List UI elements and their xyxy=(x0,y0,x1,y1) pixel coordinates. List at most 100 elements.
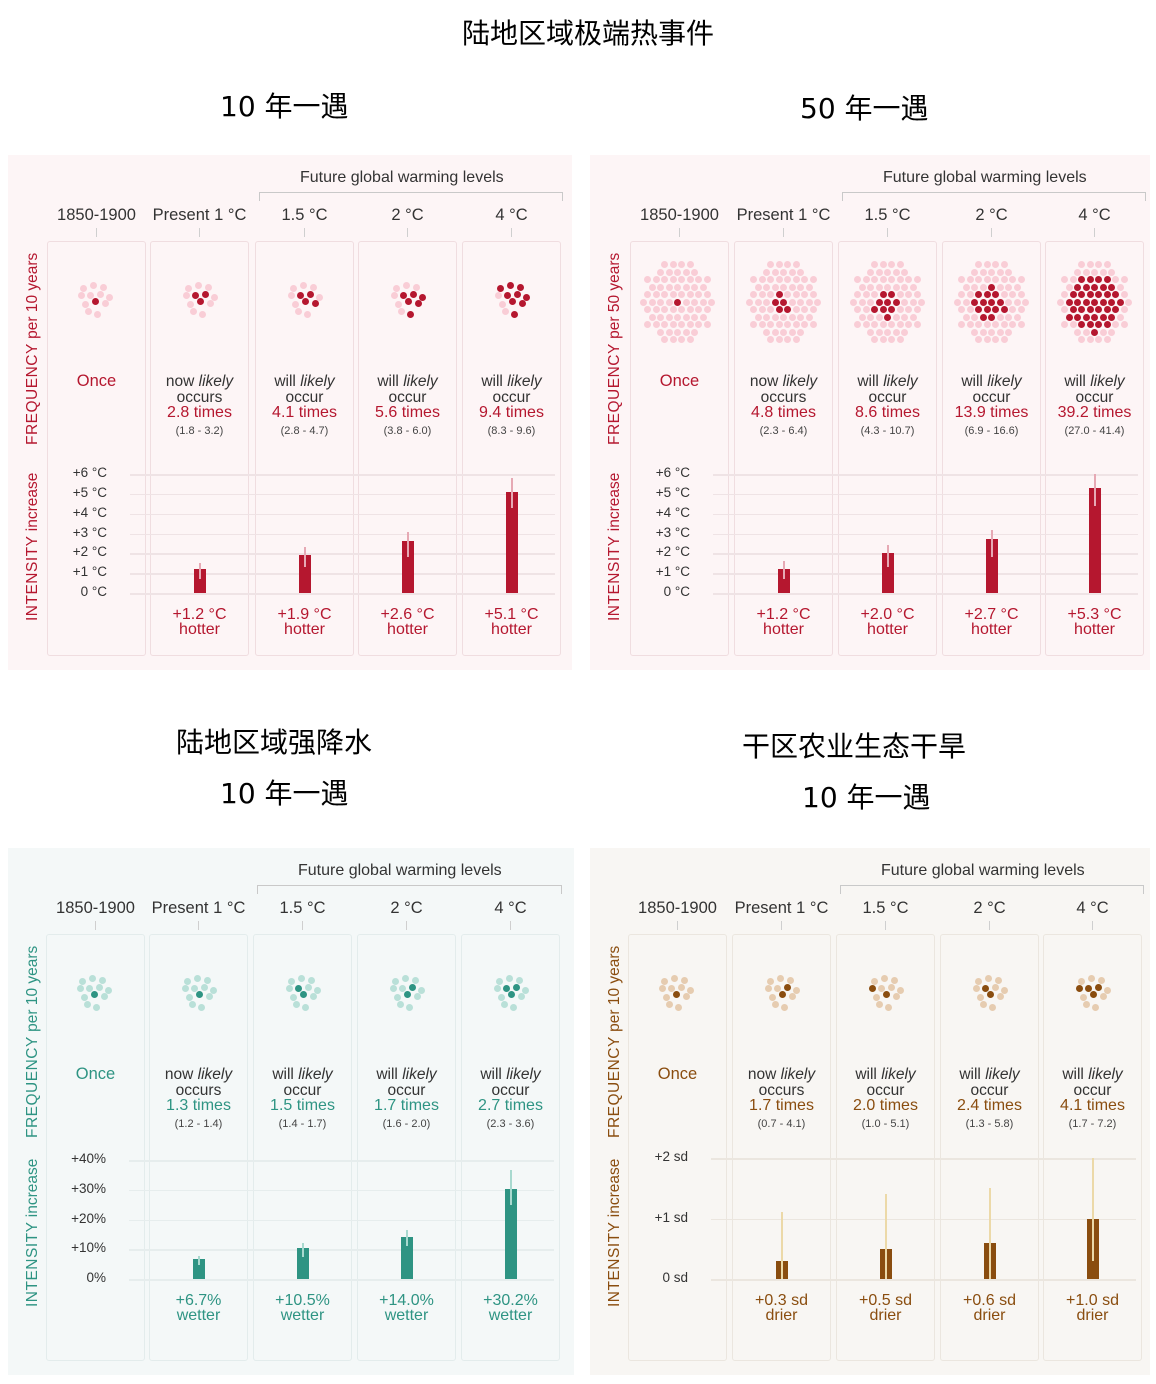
frequency-dot-icon xyxy=(867,328,874,336)
frequency-dot-icon xyxy=(678,336,686,343)
frequency-dot-icon xyxy=(983,336,991,343)
frequency-dot-icon xyxy=(100,283,107,291)
frequency-dot-icon xyxy=(875,283,883,291)
frequency-dot-icon xyxy=(413,283,420,291)
likelihood-prefix: will xyxy=(376,1066,398,1083)
intensity-value-number: +0.5 sd xyxy=(859,1292,912,1309)
frequency-dot-icon xyxy=(966,306,974,313)
frequency-dot-icon xyxy=(1116,283,1124,291)
future-levels-bracket xyxy=(259,192,563,201)
frequency-dot-icon xyxy=(293,1000,300,1008)
frequency-dot-icon xyxy=(661,306,669,313)
frequency-dot-icon xyxy=(901,328,908,336)
intensity-value: +0.5 sd drier xyxy=(859,1292,912,1324)
intensity-axis-rest: increase xyxy=(24,472,41,536)
frequency-dot-icon xyxy=(897,986,904,994)
frequency-dot-icon xyxy=(302,297,309,305)
frequency-dot-icon xyxy=(771,298,779,306)
future-levels-label: Future global warming levels xyxy=(298,862,502,879)
frequency-dot-icon xyxy=(504,291,511,299)
occur-word: occur xyxy=(492,388,531,406)
frequency-dot-icon xyxy=(400,291,407,299)
frequency-dot-icon xyxy=(1082,298,1090,306)
frequency-dot-icon xyxy=(202,290,209,298)
intensity-axis-bold: INTENSITY xyxy=(606,1221,623,1307)
frequency-axis-bold: FREQUENCY xyxy=(606,343,623,445)
frequency-dot-icon xyxy=(652,276,660,283)
intensity-value: +6.7% wetter xyxy=(176,1293,222,1324)
frequency-dot-icon xyxy=(1005,328,1012,336)
likelihood-line: will likely xyxy=(1060,1067,1125,1083)
frequency-dot-icon xyxy=(869,984,876,992)
frequency-dot-icon xyxy=(511,310,518,318)
intensity-value: +10.5% wetter xyxy=(275,1293,330,1324)
frequency-dot-icon xyxy=(771,313,779,321)
frequency-dot-icon xyxy=(867,268,874,276)
frequency-dot-icon xyxy=(695,306,703,313)
y-tick-label: +40% xyxy=(71,1151,106,1166)
frequency-dot-icon xyxy=(801,276,809,283)
frequency-dot-icon xyxy=(409,983,416,991)
frequency-dot-icon xyxy=(671,974,678,982)
intensity-value-word: hotter xyxy=(763,621,804,638)
frequency-dot-icon xyxy=(1069,321,1077,328)
frequency-dot-icon xyxy=(1082,283,1090,291)
y-tick-label: +4 °C xyxy=(72,504,107,520)
frequency-axis-label: FREQUENCY per 10 years xyxy=(24,253,42,445)
column-box xyxy=(255,241,354,656)
frequency-dot-icon xyxy=(797,328,804,336)
frequency-dot-icon xyxy=(975,336,983,343)
future-levels-label: Future global warming levels xyxy=(881,862,1085,879)
frequency-dot-icon xyxy=(1017,291,1025,298)
frequency-dot-icon xyxy=(686,306,694,313)
frequency-dot-icon xyxy=(884,298,891,306)
error-bar xyxy=(886,545,889,568)
frequency-dot-icon xyxy=(196,990,203,998)
frequency-dot-icon xyxy=(987,990,994,998)
occur-word: occur xyxy=(970,1081,1009,1099)
frequency-dot-icon xyxy=(767,977,774,985)
frequency-dot-icon xyxy=(1022,298,1029,306)
frequency-axis-label: FREQUENCY per 10 years xyxy=(606,946,624,1138)
frequency-dot-icon xyxy=(1120,276,1128,283)
column-box xyxy=(253,934,352,1361)
frequency-dot-icon xyxy=(1095,983,1102,991)
frequency-dot-icon xyxy=(784,321,792,328)
frequency-dot-icon xyxy=(674,268,681,276)
likelihood-line: will likely xyxy=(479,374,544,390)
times-range: (3.8 - 6.0) xyxy=(383,424,432,437)
y-tick-label: +30% xyxy=(71,1180,106,1196)
frequency-dot-icon xyxy=(892,268,900,276)
frequency-dot-icon xyxy=(792,291,800,298)
frequency-dot-icon xyxy=(415,299,422,307)
frequency-dot-icon xyxy=(1078,977,1085,985)
frequency-dot-icon xyxy=(1092,1003,1099,1011)
frequency-dot-icon xyxy=(304,310,311,318)
frequency-dot-icon xyxy=(883,990,890,998)
intensity-bar xyxy=(505,491,518,593)
times-value: 1.3 times xyxy=(166,1097,231,1114)
y-tick-label: 0 sd xyxy=(662,1270,688,1285)
frequency-dot-icon xyxy=(867,298,874,306)
panel-background xyxy=(590,848,1150,1375)
frequency-dot-icon xyxy=(189,1000,196,1008)
frequency-dot-icon xyxy=(775,321,783,328)
frequency-dot-icon xyxy=(1017,306,1025,313)
frequency-dot-icon xyxy=(763,283,770,291)
frequency-text: will likely occur 5.6 times (3.8 - 6.0) xyxy=(375,374,440,441)
column-tick xyxy=(884,921,886,930)
frequency-dot-icon xyxy=(871,977,878,985)
frequency-dot-icon xyxy=(300,281,307,289)
frequency-dot-icon xyxy=(648,283,656,291)
frequency-dot-icon xyxy=(888,306,896,313)
column-box xyxy=(149,934,248,1361)
intensity-axis-rest: increase xyxy=(24,1158,41,1222)
frequency-dot-icon xyxy=(79,977,86,985)
frequency-dot-icon xyxy=(888,291,896,298)
column-box xyxy=(732,934,831,1361)
frequency-dot-icon xyxy=(975,261,983,268)
frequency-dot-icon xyxy=(784,276,792,283)
frequency-dot-icon xyxy=(875,313,883,321)
frequency-dot-icon xyxy=(204,976,211,984)
frequency-dot-icon xyxy=(496,977,503,985)
